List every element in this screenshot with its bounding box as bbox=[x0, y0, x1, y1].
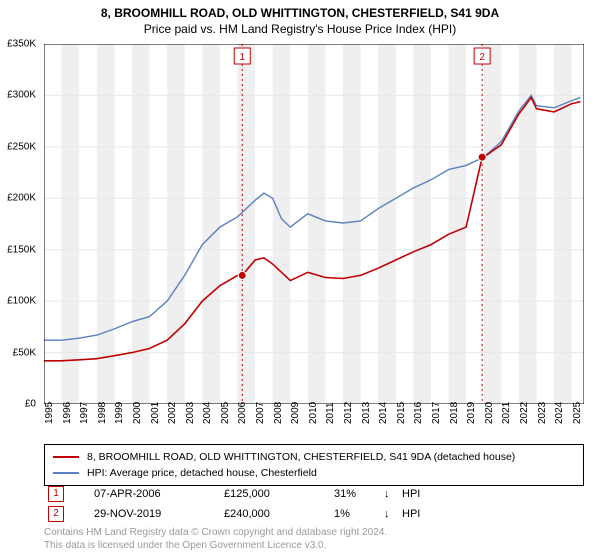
legend: 8, BROOMHILL ROAD, OLD WHITTINGTON, CHES… bbox=[44, 444, 584, 486]
event-pct: 1% bbox=[334, 508, 384, 520]
x-tick-label: 2020 bbox=[484, 402, 495, 424]
chart-subtitle: Price paid vs. HM Land Registry's House … bbox=[0, 20, 600, 36]
y-tick-label: £200K bbox=[7, 193, 36, 204]
event-marker-row: 1 07-APR-2006£125,00031%↓HPI bbox=[44, 484, 584, 504]
x-tick-label: 2021 bbox=[501, 402, 512, 424]
x-tick-label: 1997 bbox=[79, 402, 90, 424]
legend-item: 8, BROOMHILL ROAD, OLD WHITTINGTON, CHES… bbox=[53, 449, 575, 465]
x-tick-label: 2010 bbox=[308, 402, 319, 424]
event-ref: HPI bbox=[402, 508, 442, 520]
x-tick-label: 2012 bbox=[343, 402, 354, 424]
event-marker-row: 2 29-NOV-2019£240,0001%↓HPI bbox=[44, 504, 584, 524]
event-price: £240,000 bbox=[224, 508, 334, 520]
x-tick-label: 2001 bbox=[150, 402, 161, 424]
x-tick-label: 2018 bbox=[449, 402, 460, 424]
legend-label: HPI: Average price, detached house, Ches… bbox=[87, 467, 317, 479]
x-tick-label: 1996 bbox=[62, 402, 73, 424]
event-markers-table: 1 07-APR-2006£125,00031%↓HPI 2 29-NOV-2019£… bbox=[44, 484, 584, 524]
x-tick-label: 2019 bbox=[466, 402, 477, 424]
chart-title-address: 8, BROOMHILL ROAD, OLD WHITTINGTON, CHES… bbox=[0, 0, 600, 20]
x-tick-label: 2022 bbox=[519, 402, 530, 424]
x-tick-label: 2002 bbox=[167, 402, 178, 424]
footer-attribution: Contains HM Land Registry data © Crown c… bbox=[44, 527, 584, 552]
x-tick-label: 2014 bbox=[378, 402, 389, 424]
y-tick-label: £0 bbox=[25, 399, 36, 410]
down-arrow-icon: ↓ bbox=[384, 508, 402, 520]
x-tick-label: 2016 bbox=[413, 402, 424, 424]
x-tick-label: 2004 bbox=[202, 402, 213, 424]
x-tick-label: 2006 bbox=[237, 402, 248, 424]
legend-swatch bbox=[53, 472, 79, 474]
chart-area: 12 £0£50K£100K£150K£200K£250K£300K£350K1… bbox=[44, 44, 584, 404]
x-tick-label: 2017 bbox=[431, 402, 442, 424]
y-tick-label: £50K bbox=[13, 347, 36, 358]
chart-container: 8, BROOMHILL ROAD, OLD WHITTINGTON, CHES… bbox=[0, 0, 600, 560]
event-date: 29-NOV-2019 bbox=[94, 508, 224, 520]
x-tick-label: 2013 bbox=[361, 402, 372, 424]
x-tick-label: 1999 bbox=[114, 402, 125, 424]
event-price: £125,000 bbox=[224, 488, 334, 500]
x-tick-label: 2005 bbox=[220, 402, 231, 424]
svg-text:1: 1 bbox=[239, 52, 245, 63]
down-arrow-icon: ↓ bbox=[384, 488, 402, 500]
y-tick-label: £250K bbox=[7, 141, 36, 152]
line-chart-svg: 12 bbox=[44, 44, 584, 404]
event-pct: 31% bbox=[334, 488, 384, 500]
x-tick-label: 2000 bbox=[132, 402, 143, 424]
legend-item: HPI: Average price, detached house, Ches… bbox=[53, 465, 575, 481]
y-tick-label: £350K bbox=[7, 39, 36, 50]
event-marker-number: 2 bbox=[48, 506, 64, 522]
x-tick-label: 2011 bbox=[325, 402, 336, 424]
y-tick-label: £100K bbox=[7, 296, 36, 307]
y-tick-label: £150K bbox=[7, 244, 36, 255]
x-tick-label: 2008 bbox=[273, 402, 284, 424]
x-tick-label: 2024 bbox=[554, 402, 565, 424]
x-tick-label: 2023 bbox=[537, 402, 548, 424]
x-tick-label: 2025 bbox=[572, 402, 583, 424]
x-tick-label: 2007 bbox=[255, 402, 266, 424]
footer-line-2: This data is licensed under the Open Gov… bbox=[44, 540, 584, 553]
event-marker-number: 1 bbox=[48, 486, 64, 502]
svg-text:2: 2 bbox=[479, 52, 485, 63]
x-tick-label: 2009 bbox=[290, 402, 301, 424]
x-tick-label: 1995 bbox=[44, 402, 55, 424]
legend-swatch bbox=[53, 456, 79, 458]
event-date: 07-APR-2006 bbox=[94, 488, 224, 500]
event-ref: HPI bbox=[402, 488, 442, 500]
x-tick-label: 1998 bbox=[97, 402, 108, 424]
legend-label: 8, BROOMHILL ROAD, OLD WHITTINGTON, CHES… bbox=[87, 451, 515, 463]
footer-line-1: Contains HM Land Registry data © Crown c… bbox=[44, 527, 584, 540]
x-tick-label: 2003 bbox=[185, 402, 196, 424]
x-tick-label: 2015 bbox=[396, 402, 407, 424]
y-tick-label: £300K bbox=[7, 90, 36, 101]
